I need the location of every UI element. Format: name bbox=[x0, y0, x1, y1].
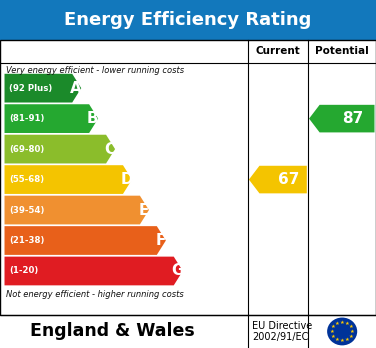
Text: ★: ★ bbox=[331, 334, 336, 339]
Text: Not energy efficient - higher running costs: Not energy efficient - higher running co… bbox=[6, 290, 183, 299]
Text: (92 Plus): (92 Plus) bbox=[9, 84, 52, 93]
Text: ★: ★ bbox=[340, 338, 344, 343]
Polygon shape bbox=[5, 196, 149, 224]
Text: ★: ★ bbox=[345, 337, 350, 342]
Text: (39-54): (39-54) bbox=[9, 206, 44, 215]
Text: 2002/91/EC: 2002/91/EC bbox=[252, 332, 308, 342]
Circle shape bbox=[327, 317, 357, 345]
Polygon shape bbox=[5, 104, 98, 133]
Bar bbox=[0, 40, 376, 315]
Text: ★: ★ bbox=[330, 329, 334, 334]
Text: D: D bbox=[120, 172, 133, 187]
Text: F: F bbox=[155, 233, 166, 248]
Text: 67: 67 bbox=[278, 172, 299, 187]
Text: B: B bbox=[87, 111, 99, 126]
Text: Energy Efficiency Rating: Energy Efficiency Rating bbox=[64, 11, 312, 29]
Text: C: C bbox=[104, 142, 115, 157]
Text: ★: ★ bbox=[335, 321, 340, 326]
Text: (21-38): (21-38) bbox=[9, 236, 44, 245]
Text: Very energy efficient - lower running costs: Very energy efficient - lower running co… bbox=[6, 66, 184, 75]
Text: ★: ★ bbox=[345, 321, 350, 326]
Text: ★: ★ bbox=[340, 319, 344, 325]
Text: ★: ★ bbox=[331, 324, 336, 329]
Text: ★: ★ bbox=[349, 334, 353, 339]
Text: EU Directive: EU Directive bbox=[252, 321, 312, 331]
Text: Potential: Potential bbox=[315, 46, 369, 56]
Text: E: E bbox=[138, 203, 149, 218]
Text: Current: Current bbox=[256, 46, 301, 56]
Text: (55-68): (55-68) bbox=[9, 175, 44, 184]
Polygon shape bbox=[309, 105, 374, 132]
Polygon shape bbox=[5, 226, 166, 255]
Text: (69-80): (69-80) bbox=[9, 144, 44, 153]
Polygon shape bbox=[5, 256, 183, 285]
Text: ★: ★ bbox=[350, 329, 355, 334]
Polygon shape bbox=[249, 166, 307, 193]
Text: 87: 87 bbox=[342, 111, 363, 126]
Polygon shape bbox=[5, 74, 81, 103]
Polygon shape bbox=[5, 135, 115, 164]
Text: A: A bbox=[70, 81, 82, 96]
Text: G: G bbox=[171, 263, 184, 278]
Text: (81-91): (81-91) bbox=[9, 114, 44, 123]
Bar bbox=[0, 0, 376, 40]
Text: England & Wales: England & Wales bbox=[30, 323, 195, 340]
Text: (1-20): (1-20) bbox=[9, 267, 38, 276]
Text: ★: ★ bbox=[349, 324, 353, 329]
Polygon shape bbox=[5, 165, 132, 194]
Text: ★: ★ bbox=[335, 337, 340, 342]
